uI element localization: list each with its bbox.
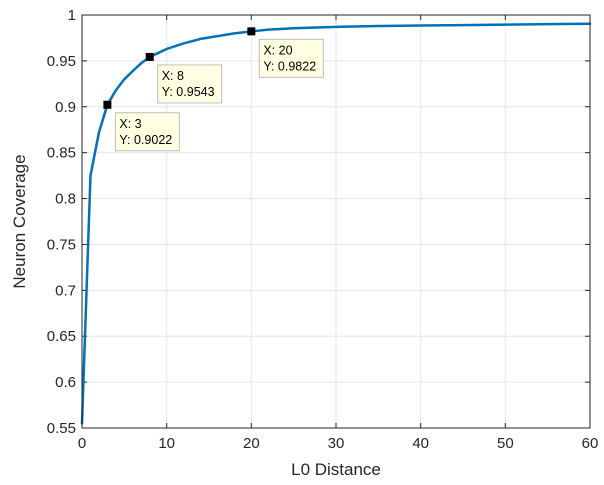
y-axis-title: Neuron Coverage: [10, 154, 29, 288]
series-line: [80, 22, 592, 425]
x-tick-label: 40: [412, 435, 429, 452]
datatips: X: 3 Y: 0.9022 X: 8 Y: 0.9543 X: 20 Y: 0.9822: [103, 27, 324, 152]
y-tick-label: 0.55: [47, 420, 76, 437]
y-axis: 0.55 0.6 0.65 0.7 0.75 0.8 0.85 0.9 0.95 1: [47, 7, 590, 437]
datatip-x-text: X: 20: [263, 43, 292, 57]
x-tick-label: 20: [243, 435, 260, 452]
series-group: [80, 22, 592, 425]
datatip-box: [114, 112, 180, 152]
y-tick-label: 0.6: [55, 374, 76, 391]
axes-box: [81, 14, 591, 429]
y-tick-label: 0.65: [47, 328, 76, 345]
y-tick-label: 1: [68, 7, 76, 24]
datatip-y-text: Y: 0.9022: [119, 133, 172, 147]
datatip-marker: [247, 27, 256, 36]
x-axis: 0 10 20 30 40 50 60: [78, 15, 599, 452]
datatip-box: [258, 38, 324, 78]
y-tick-label: 0.7: [55, 282, 76, 299]
y-tick-label: 0.95: [47, 53, 76, 70]
x-tick-label: 30: [328, 435, 345, 452]
x-tick-label: 0: [78, 435, 86, 452]
datatip-box: [157, 64, 223, 104]
y-tick-label: 0.8: [55, 191, 76, 208]
datatip-marker: [145, 52, 154, 61]
x-axis-title: L0 Distance: [291, 460, 381, 479]
datatip-y-text: Y: 0.9543: [162, 85, 215, 99]
datatip-x-text: X: 3: [119, 117, 141, 131]
datatip-x-text: X: 8: [162, 69, 184, 83]
x-tick-label: 10: [158, 435, 175, 452]
datatip-y-text: Y: 0.9822: [263, 59, 316, 73]
y-tick-label: 0.85: [47, 145, 76, 162]
datatip-marker: [103, 100, 112, 109]
x-tick-label: 50: [497, 435, 514, 452]
x-tick-label: 60: [582, 435, 599, 452]
y-tick-label: 0.9: [55, 99, 76, 116]
y-tick-label: 0.75: [47, 236, 76, 253]
